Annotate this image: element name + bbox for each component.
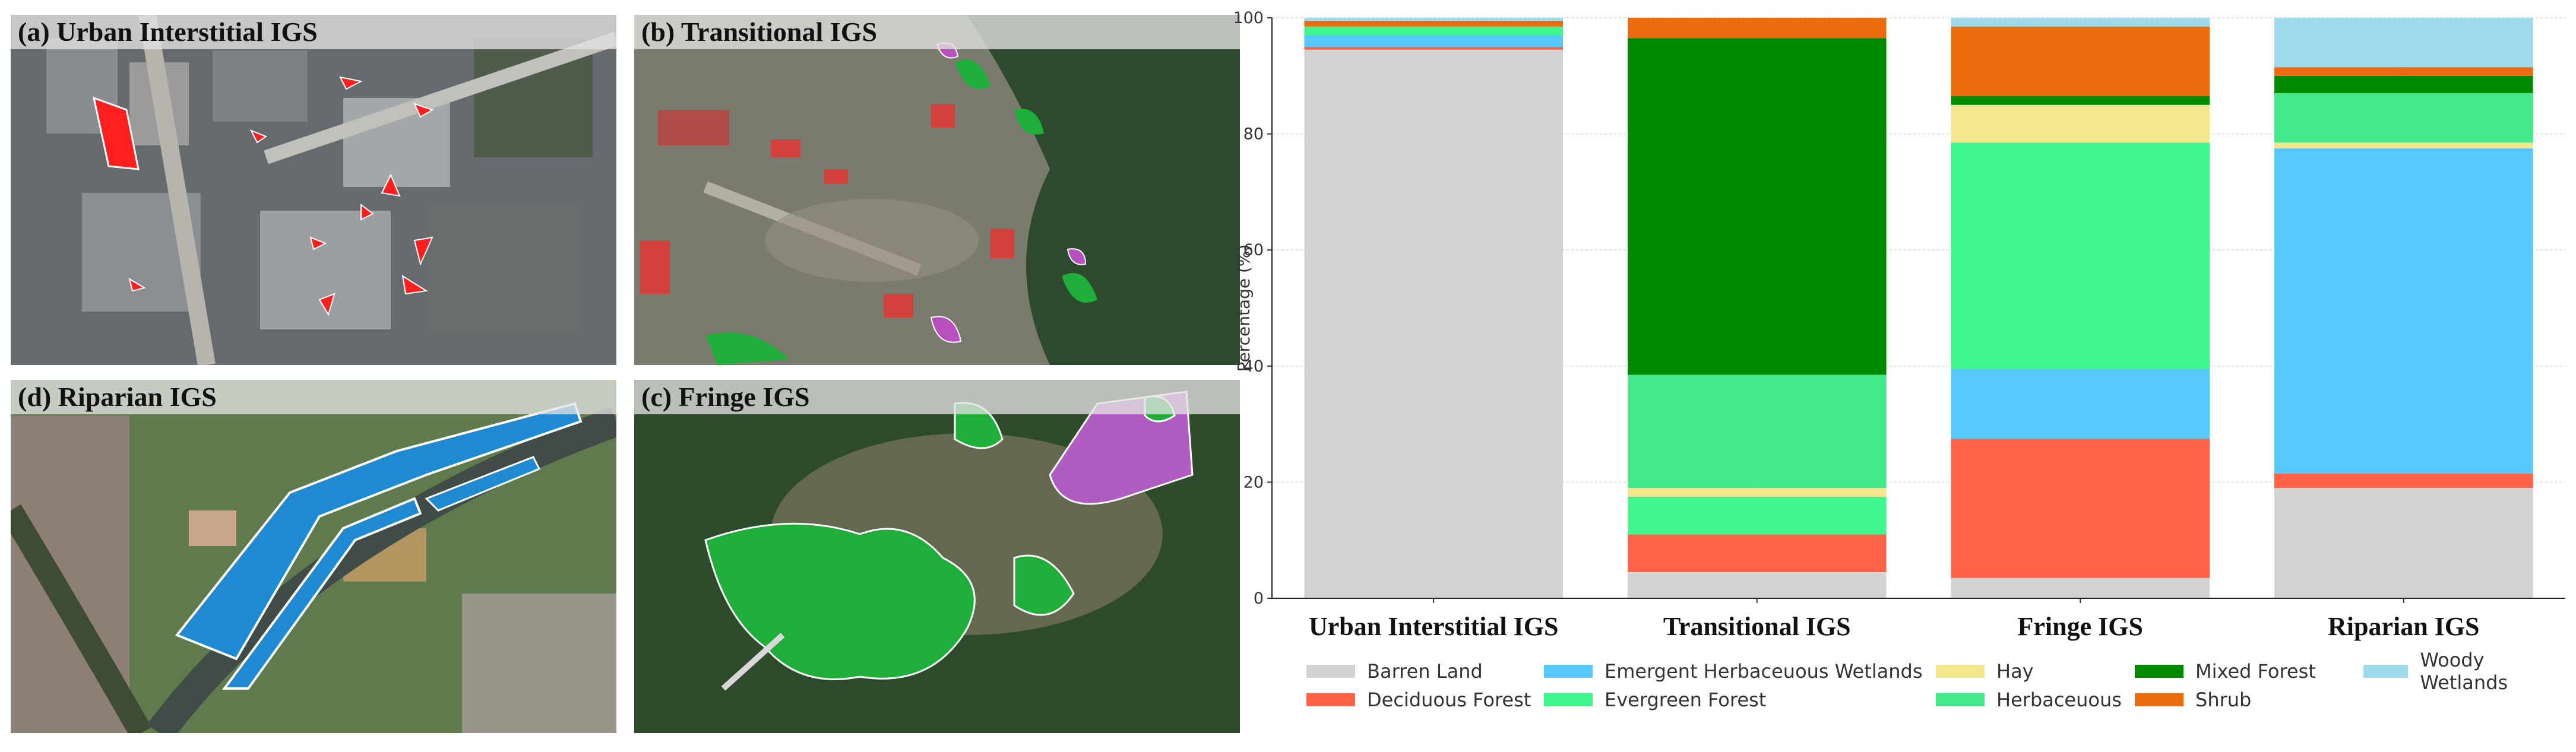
legend-label: Mixed Forest	[2195, 660, 2316, 683]
transitional-satellite-image	[634, 15, 1240, 365]
bar-segment	[1951, 104, 2210, 143]
legend-item: Hay	[1936, 658, 2034, 685]
bar-segment	[1951, 26, 2210, 97]
bar-segment	[2274, 488, 2533, 598]
bar-segment	[1304, 46, 1564, 50]
bar-segment	[2274, 67, 2533, 76]
y-tick-label: 100	[1235, 9, 1264, 27]
bar-segment	[2274, 148, 2533, 474]
bar-segment	[2274, 473, 2533, 488]
riparian-satellite-image	[11, 380, 616, 733]
bar-segment	[1627, 38, 1887, 375]
legend-label: Deciduous Forest	[1367, 688, 1531, 711]
legend-swatch	[1306, 665, 1355, 678]
legend-swatch	[2135, 693, 2183, 706]
legend-item: Emergent Herbaceuous Wetlands	[1544, 658, 1923, 685]
legend-label: Barren Land	[1367, 660, 1483, 683]
legend-swatch	[2135, 665, 2183, 678]
legend-swatch	[1936, 665, 1985, 678]
bar-segment	[1627, 18, 1887, 39]
legend-item: Woody Wetlands	[2363, 649, 2565, 694]
landcover-stacked-bar-chart: 0 20 40 60 80 100 Urban Interstitial IGS Transi…	[1235, 9, 2565, 641]
igs-patch	[92, 96, 140, 170]
urban-satellite-image	[11, 15, 616, 365]
bar-segment	[2274, 75, 2533, 94]
bar-segment	[1627, 496, 1887, 535]
bar-segment	[1951, 578, 2210, 598]
bar-segment	[1304, 18, 1564, 21]
legend-label: Evergreen Forest	[1605, 688, 1767, 711]
bar-segment	[1304, 35, 1564, 47]
bar-segment	[1627, 534, 1887, 572]
legend-item: Shrub	[2135, 686, 2251, 713]
panel-fringe: (c) Fringe IGS	[634, 380, 1240, 733]
legend-label: Herbaceuous	[1996, 688, 2122, 711]
bar-segment	[1951, 18, 2210, 27]
bar-segment	[1951, 96, 2210, 105]
y-tick-label: 20	[1243, 473, 1264, 491]
legend-item: Barren Land	[1306, 658, 1483, 685]
panel-riparian: (d) Riparian IGS	[11, 380, 616, 733]
bar-segment	[1627, 375, 1887, 488]
y-tick-label: 40	[1243, 357, 1264, 376]
legend-item: Herbaceuous	[1936, 686, 2122, 713]
y-tick-label: 60	[1243, 241, 1264, 259]
bar-segment	[1951, 439, 2210, 578]
x-tick-label: Transitional IGS	[1663, 612, 1851, 641]
chart-legend: Barren Land Deciduous Forest Emergent Herb…	[1306, 649, 2565, 729]
panel-title: (b) Transitional IGS	[634, 15, 1240, 49]
legend-label: Emergent Herbaceuous Wetlands	[1605, 660, 1923, 683]
bar-segment	[1951, 369, 2210, 439]
bar-segment	[1951, 142, 2210, 369]
bar-segment	[1304, 26, 1564, 36]
legend-swatch	[1544, 665, 1593, 678]
bar-segment	[1304, 49, 1564, 599]
y-axis-label: Percentage (%)	[1235, 245, 1254, 372]
legend-swatch	[1306, 693, 1355, 706]
legend-item: Mixed Forest	[2135, 658, 2316, 685]
x-tick-label: Urban Interstitial IGS	[1309, 612, 1558, 641]
legend-swatch	[2363, 665, 2409, 678]
legend-label: Hay	[1996, 660, 2034, 683]
legend-label: Woody Wetlands	[2420, 649, 2508, 694]
panel-title: (d) Riparian IGS	[11, 380, 616, 414]
legend-label: Shrub	[2195, 688, 2252, 711]
panel-title: (a) Urban Interstitial IGS	[11, 15, 616, 49]
legend-item: Deciduous Forest	[1306, 686, 1531, 713]
panel-urban-interstitial: (a) Urban Interstitial IGS	[11, 15, 616, 365]
bar-segment	[1627, 572, 1887, 598]
fringe-satellite-image	[634, 380, 1240, 733]
legend-swatch	[1936, 693, 1985, 706]
panel-title: (c) Fringe IGS	[634, 380, 1240, 414]
x-tick-label: Riparian IGS	[2328, 612, 2480, 641]
x-tick-label: Fringe IGS	[2018, 612, 2143, 641]
bar-segment	[2274, 93, 2533, 143]
bar-segment	[2274, 18, 2533, 68]
legend-item: Evergreen Forest	[1544, 686, 1766, 713]
y-tick-label: 80	[1243, 125, 1264, 144]
panel-transitional: (b) Transitional IGS	[634, 15, 1240, 365]
bar-segment	[1304, 20, 1564, 27]
legend-swatch	[1544, 693, 1593, 706]
bar-segment	[1627, 488, 1887, 497]
bar-segment	[2274, 142, 2533, 149]
y-tick-label: 0	[1254, 589, 1264, 608]
igs-patch	[175, 402, 583, 661]
